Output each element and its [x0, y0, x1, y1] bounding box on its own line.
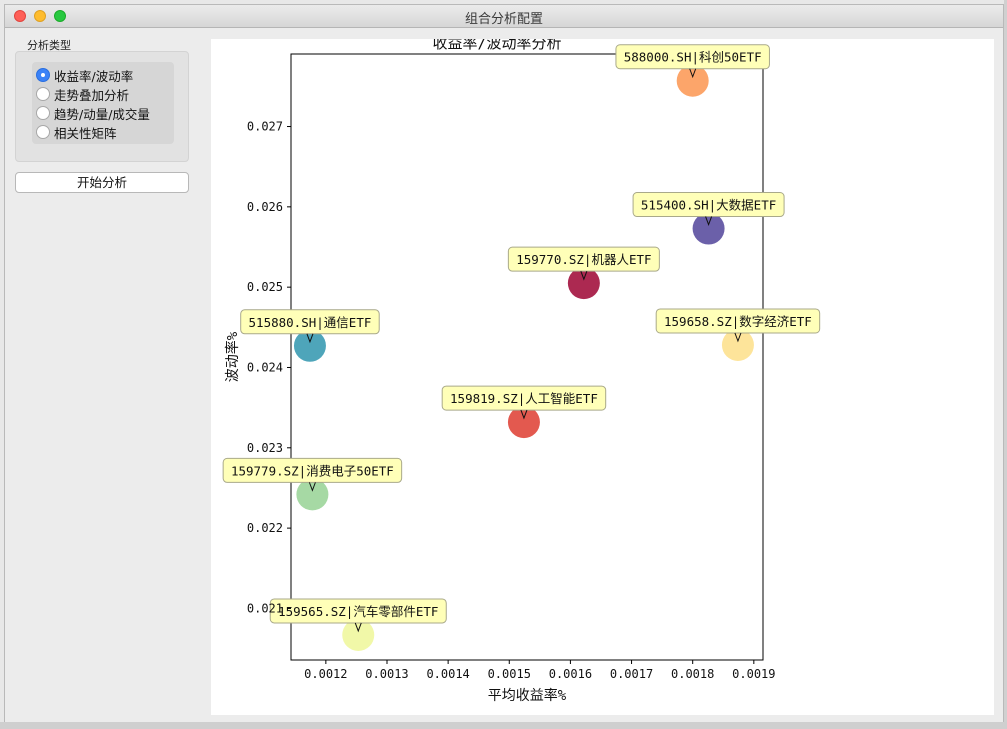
- radio-selected-icon[interactable]: [36, 68, 50, 82]
- analysis-type-group-label: 分析类型: [27, 39, 71, 52]
- annotation-arrow: [689, 68, 697, 79]
- analysis-type-options: 收益率/波动率 走势叠加分析 趋势/动量/成交量 相关性矩阵: [32, 62, 174, 144]
- scatter-point-group: 159565.SZ|汽车零部件ETF: [269, 598, 447, 651]
- y-tick-label: 0.025: [247, 280, 283, 294]
- y-tick-label: 0.027: [247, 120, 283, 134]
- scatter-point-group: 159819.SZ|人工智能ETF: [441, 385, 607, 439]
- point-label: 588000.SH|科创50ETF: [624, 50, 762, 65]
- y-tick-label: 0.023: [247, 441, 283, 455]
- x-tick-label: 0.0019: [732, 667, 775, 681]
- x-tick-label: 0.0013: [365, 667, 408, 681]
- annotation-arrow: [306, 333, 314, 344]
- scatter-point[interactable]: [296, 478, 329, 511]
- points-layer: 588000.SH|科创50ETF 515400.SH|大数据ETF 159770.…: [222, 44, 821, 651]
- x-tick-label: 0.0017: [610, 667, 653, 681]
- point-label: 159770.SZ|机器人ETF: [516, 252, 651, 267]
- chart-title: 收益率/波动率分析: [432, 39, 561, 52]
- background-window-edge: [1004, 0, 1007, 729]
- point-label: 515400.SH|大数据ETF: [641, 198, 776, 213]
- y-tick-label: 0.024: [247, 360, 283, 374]
- option-return-volatility[interactable]: 收益率/波动率: [36, 66, 133, 84]
- start-analysis-button[interactable]: 开始分析: [15, 172, 189, 193]
- scatter-point-group: 159658.SZ|数字经济ETF: [655, 308, 821, 361]
- x-axis-label: 平均收益率%: [488, 687, 567, 704]
- radio-icon[interactable]: [36, 106, 50, 120]
- option-trend-overlay[interactable]: 走势叠加分析: [36, 85, 129, 103]
- y-tick-label: 0.021: [247, 601, 283, 615]
- point-annotation-box: [655, 308, 821, 334]
- x-tick-label: 0.0016: [549, 667, 592, 681]
- scatter-chart: 收益率/波动率分析 588000.SH|科创50ETF 515400.SH|大数据…: [222, 34, 821, 704]
- zoom-window-button[interactable]: [54, 10, 66, 22]
- annotation-arrow: [520, 409, 528, 420]
- x-tick-label: 0.0015: [488, 667, 531, 681]
- analysis-type-group: 收益率/波动率 走势叠加分析 趋势/动量/成交量 相关性矩阵: [15, 51, 189, 162]
- point-label: 159658.SZ|数字经济ETF: [664, 314, 812, 329]
- scatter-point[interactable]: [567, 267, 600, 300]
- option-trend-momentum-volume[interactable]: 趋势/动量/成交量: [36, 104, 150, 122]
- annotation-arrow: [354, 622, 362, 633]
- scatter-point-group: 588000.SH|科创50ETF: [615, 44, 770, 97]
- scatter-point[interactable]: [293, 329, 326, 362]
- y-tick-label: 0.026: [247, 200, 283, 214]
- app-window: 组合分析配置 分析类型 收益率/波动率 走势叠加分析 趋势/动量/成交量 相关性…: [4, 4, 1004, 727]
- option-label: 走势叠加分析: [54, 87, 130, 103]
- scatter-point-group: 159770.SZ|机器人ETF: [507, 246, 660, 300]
- point-annotation-box: [240, 309, 380, 335]
- scatter-point[interactable]: [721, 328, 754, 361]
- annotation-arrow: [580, 270, 588, 281]
- point-annotation-box: [222, 457, 403, 483]
- radio-icon[interactable]: [36, 125, 50, 139]
- scatter-point[interactable]: [507, 406, 540, 439]
- x-tick-label: 0.0014: [426, 667, 469, 681]
- scatter-point-group: 159779.SZ|消费电子50ETF: [222, 457, 403, 511]
- y-tick-label: 0.022: [247, 521, 283, 535]
- plot-frame: [290, 53, 764, 661]
- annotation-arrow: [734, 332, 742, 343]
- title-bar: 组合分析配置: [5, 5, 1003, 28]
- ticks-layer: 0.0012 0.0013 0.0014 0.0015 0.0016 0.0017 0.00…: [247, 120, 776, 681]
- scatter-point-group: 515400.SH|大数据ETF: [632, 192, 785, 245]
- point-annotation-box: [507, 246, 660, 272]
- x-tick-label: 0.0018: [671, 667, 714, 681]
- point-label: 159565.SZ|汽车零部件ETF: [278, 604, 438, 619]
- scatter-point[interactable]: [342, 618, 375, 651]
- background-window-strip: [0, 722, 1007, 729]
- annotation-arrow: [308, 482, 316, 492]
- x-tick-label: 0.0012: [304, 667, 347, 681]
- option-label: 相关性矩阵: [54, 125, 117, 141]
- point-label: 159819.SZ|人工智能ETF: [450, 391, 598, 406]
- window-title: 组合分析配置: [464, 12, 543, 27]
- point-annotation-box: [441, 385, 607, 411]
- point-annotation-box: [615, 44, 770, 70]
- radio-icon[interactable]: [36, 87, 50, 101]
- point-annotation-box: [632, 192, 785, 218]
- annotation-arrow: [705, 216, 713, 226]
- point-label: 159779.SZ|消费电子50ETF: [231, 463, 394, 478]
- scatter-point-group: 515880.SH|通信ETF: [240, 309, 380, 362]
- chart-canvas: 收益率/波动率分析 588000.SH|科创50ETF 515400.SH|大数据…: [211, 34, 994, 715]
- y-axis-label: 波动率%: [224, 331, 241, 382]
- scatter-point[interactable]: [692, 212, 725, 245]
- minimize-window-button[interactable]: [34, 10, 46, 22]
- point-annotation-box: [269, 598, 447, 624]
- option-correlation-matrix[interactable]: 相关性矩阵: [36, 123, 117, 141]
- scatter-point[interactable]: [676, 64, 709, 97]
- point-label: 515880.SH|通信ETF: [249, 315, 372, 330]
- close-window-button[interactable]: [14, 10, 26, 22]
- option-label: 趋势/动量/成交量: [54, 106, 150, 122]
- option-label: 收益率/波动率: [54, 68, 134, 84]
